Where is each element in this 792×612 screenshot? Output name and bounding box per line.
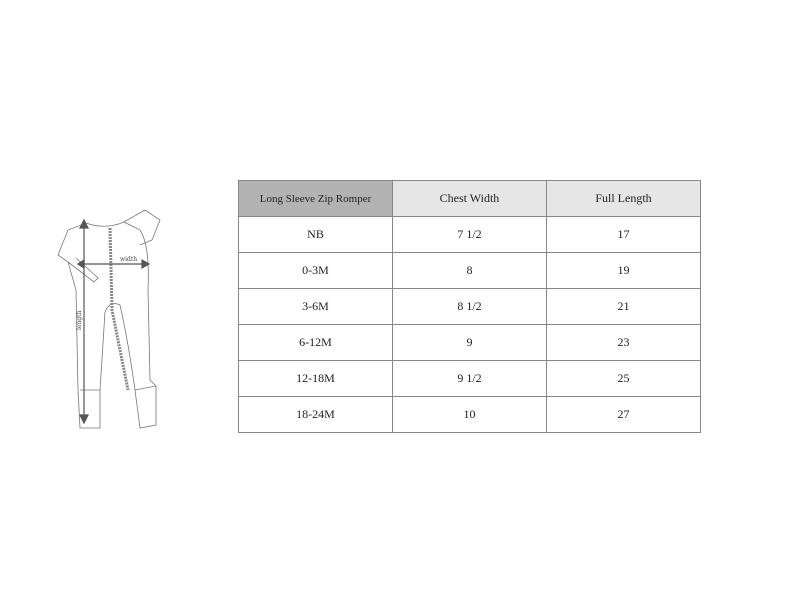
zipper-icon — [108, 227, 130, 391]
table-row: 6-12M 9 23 — [238, 324, 701, 361]
chest-cell: 7 1/2 — [392, 216, 547, 253]
size-cell: 12-18M — [238, 360, 393, 397]
header-product: Long Sleeve Zip Romper — [238, 180, 393, 217]
romper-illustration: width length — [57, 209, 161, 429]
length-cell: 25 — [546, 360, 701, 397]
length-cell: 21 — [546, 288, 701, 325]
size-cell: 3-6M — [238, 288, 393, 325]
chest-cell: 10 — [392, 396, 547, 433]
size-cell: NB — [238, 216, 393, 253]
size-cell: 18-24M — [238, 396, 393, 433]
header-row: Long Sleeve Zip Romper Chest Width Full … — [238, 180, 701, 217]
size-cell: 0-3M — [238, 252, 393, 289]
table-row: 18-24M 10 27 — [238, 396, 701, 433]
size-chart-table: Long Sleeve Zip Romper Chest Width Full … — [238, 180, 701, 433]
width-label: width — [120, 256, 137, 263]
table-row: NB 7 1/2 17 — [238, 216, 701, 253]
chest-cell: 9 1/2 — [392, 360, 547, 397]
chest-cell: 9 — [392, 324, 547, 361]
size-cell: 6-12M — [238, 324, 393, 361]
chest-cell: 8 1/2 — [392, 288, 547, 325]
table-row: 3-6M 8 1/2 21 — [238, 288, 701, 325]
table-row: 12-18M 9 1/2 25 — [238, 360, 701, 397]
chest-cell: 8 — [392, 252, 547, 289]
table-row: 0-3M 8 19 — [238, 252, 701, 289]
length-cell: 23 — [546, 324, 701, 361]
length-cell: 27 — [546, 396, 701, 433]
header-full-length: Full Length — [546, 180, 701, 217]
length-cell: 17 — [546, 216, 701, 253]
header-chest-width: Chest Width — [392, 180, 547, 217]
length-label: length — [76, 310, 83, 330]
length-cell: 19 — [546, 252, 701, 289]
